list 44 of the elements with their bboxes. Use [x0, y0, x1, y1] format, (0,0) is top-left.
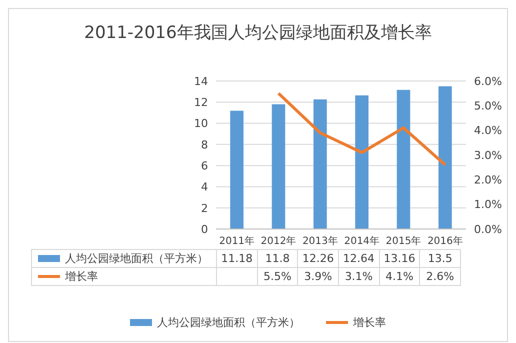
legend-label: 增长率 [352, 315, 386, 330]
table-cell: 3.1% [338, 268, 380, 286]
y-tick-label: 10 [194, 117, 208, 130]
bar [230, 110, 244, 229]
y-tick-label: 2 [201, 202, 208, 215]
y2-tick-label: 5.0% [474, 100, 502, 113]
bar [438, 86, 452, 229]
y-tick-label: 14 [194, 74, 208, 88]
bar [314, 99, 327, 229]
text: 人均公园绿地面积（平方米） [157, 316, 300, 329]
y2-tick-label: 2.0% [474, 174, 502, 187]
table-cell: 11.18 [216, 250, 258, 268]
y2-tick-label: 4.0% [474, 124, 502, 138]
x-tick-label: 2016年 [427, 235, 463, 248]
table-cell: 12.26 [298, 250, 338, 268]
y2-tick-label: 1.0% [474, 198, 502, 212]
chart-title: 2011-2016年我国人均公园绿地面积及增长率 [83, 22, 433, 44]
x-tick-label: 2012年 [260, 235, 296, 248]
y-tick-label: 4 [201, 180, 208, 194]
x-tick-label: 2014年 [344, 235, 380, 248]
x-tick-label: 2015年 [386, 235, 422, 248]
bar [396, 90, 410, 229]
y-tick-label: 6 [201, 159, 208, 172]
text: 增长率 [65, 270, 98, 283]
x-tick-label: 2011年 [219, 235, 255, 248]
y2-tick-label: 6.0% [474, 74, 502, 88]
y2-tick-label: 0.0% [474, 222, 502, 236]
table-cell: 2.6% [420, 268, 460, 286]
table-cell: 5.5% [257, 268, 298, 286]
y-tick-label: 8 [201, 138, 208, 152]
x-tick-label: 2013年 [302, 235, 338, 248]
y-tick-label: 12 [194, 96, 208, 110]
bar [272, 104, 286, 229]
table-cell: 12.64 [338, 250, 380, 268]
table-cell: 13.5 [420, 250, 460, 268]
table-cell: 11.8 [257, 250, 298, 268]
line-series [277, 92, 447, 166]
legend-label: 人均公园绿地面积（平方米） [32, 250, 216, 268]
table-cell: 13.16 [379, 250, 420, 268]
y-tick-label: 0 [201, 222, 208, 236]
table-cell: 4.1% [379, 268, 420, 286]
bar [355, 95, 368, 229]
table-cell: 3.9% [298, 268, 338, 286]
y2-tick-label: 3.0% [474, 148, 502, 162]
